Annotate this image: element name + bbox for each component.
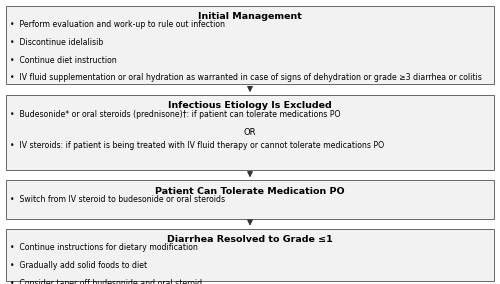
Text: •  Continue instructions for dietary modification: • Continue instructions for dietary modi… (10, 243, 198, 252)
Bar (6, 229, 494, 281)
Bar (6, 180, 494, 219)
Text: •  Perform evaluation and work-up to rule out infection: • Perform evaluation and work-up to rule… (10, 20, 225, 30)
Text: •  Discontinue idelalisib: • Discontinue idelalisib (10, 38, 104, 47)
Text: Infectious Etiology Is Excluded: Infectious Etiology Is Excluded (168, 101, 332, 110)
Bar (6, 95, 494, 170)
Text: •  IV steroids: if patient is being treated with IV fluid therapy or cannot tole: • IV steroids: if patient is being treat… (10, 141, 384, 150)
Text: Diarrhea Resolved to Grade ≤1: Diarrhea Resolved to Grade ≤1 (167, 235, 333, 244)
Text: OR: OR (244, 128, 256, 137)
Bar (6, 6, 494, 84)
Text: •  IV fluid supplementation or oral hydration as warranted in case of signs of d: • IV fluid supplementation or oral hydra… (10, 73, 482, 82)
Text: •  Consider taper off budesonide and oral steroid: • Consider taper off budesonide and oral… (10, 279, 202, 284)
Text: Patient Can Tolerate Medication PO: Patient Can Tolerate Medication PO (155, 187, 345, 196)
Text: •  Gradually add solid foods to diet: • Gradually add solid foods to diet (10, 261, 147, 270)
Text: •  Continue diet instruction: • Continue diet instruction (10, 56, 117, 65)
Text: Initial Management: Initial Management (198, 12, 302, 21)
Text: •  Budesonide* or oral steroids (prednisone)†: if patient can tolerate medicatio: • Budesonide* or oral steroids (predniso… (10, 110, 340, 119)
Text: •  Switch from IV steroid to budesonide or oral steroids: • Switch from IV steroid to budesonide o… (10, 195, 225, 204)
